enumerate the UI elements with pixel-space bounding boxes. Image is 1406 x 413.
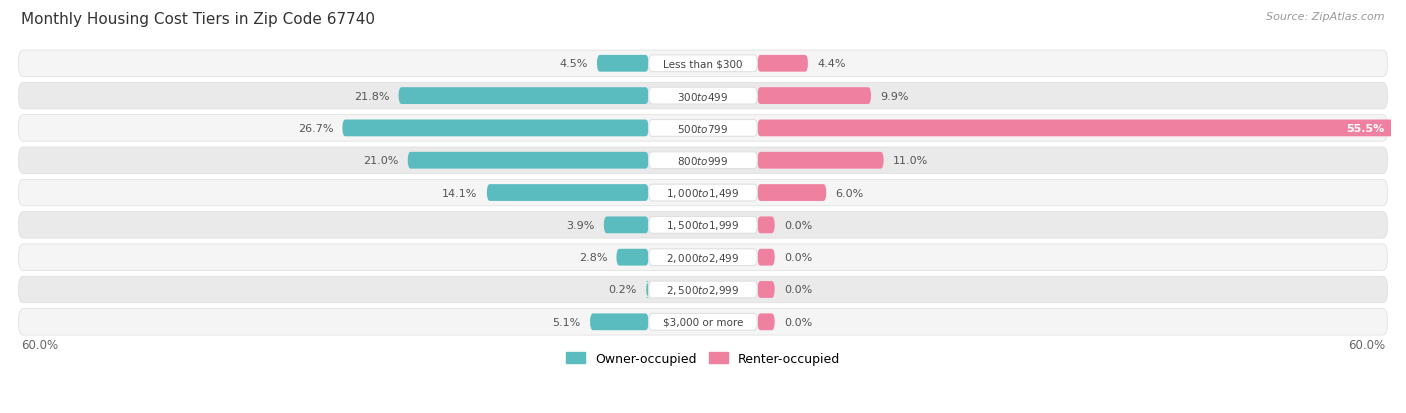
Text: 0.0%: 0.0% — [783, 317, 813, 327]
FancyBboxPatch shape — [591, 313, 648, 330]
FancyBboxPatch shape — [648, 249, 758, 266]
Text: Source: ZipAtlas.com: Source: ZipAtlas.com — [1267, 12, 1385, 22]
FancyBboxPatch shape — [18, 212, 1388, 239]
Text: 3.9%: 3.9% — [567, 220, 595, 230]
FancyBboxPatch shape — [758, 88, 870, 105]
Text: 4.4%: 4.4% — [817, 59, 845, 69]
FancyBboxPatch shape — [408, 152, 648, 169]
FancyBboxPatch shape — [648, 281, 758, 298]
Text: Less than $300: Less than $300 — [664, 59, 742, 69]
Text: 21.8%: 21.8% — [354, 91, 389, 101]
FancyBboxPatch shape — [648, 152, 758, 169]
FancyBboxPatch shape — [18, 309, 1388, 335]
Text: $1,000 to $1,499: $1,000 to $1,499 — [666, 187, 740, 199]
FancyBboxPatch shape — [18, 51, 1388, 77]
Text: $3,000 or more: $3,000 or more — [662, 317, 744, 327]
FancyBboxPatch shape — [645, 281, 650, 298]
Text: 0.2%: 0.2% — [609, 285, 637, 295]
Text: $2,500 to $2,999: $2,500 to $2,999 — [666, 283, 740, 296]
Text: 21.0%: 21.0% — [363, 156, 398, 166]
FancyBboxPatch shape — [18, 115, 1388, 142]
Text: 5.1%: 5.1% — [553, 317, 581, 327]
FancyBboxPatch shape — [648, 120, 758, 137]
Text: $2,000 to $2,499: $2,000 to $2,499 — [666, 251, 740, 264]
FancyBboxPatch shape — [648, 185, 758, 202]
Text: 0.0%: 0.0% — [783, 285, 813, 295]
FancyBboxPatch shape — [758, 281, 775, 298]
FancyBboxPatch shape — [616, 249, 648, 266]
Text: 14.1%: 14.1% — [443, 188, 478, 198]
Text: $800 to $999: $800 to $999 — [678, 155, 728, 167]
FancyBboxPatch shape — [598, 56, 648, 73]
FancyBboxPatch shape — [486, 185, 648, 202]
FancyBboxPatch shape — [648, 217, 758, 234]
FancyBboxPatch shape — [343, 120, 648, 137]
FancyBboxPatch shape — [18, 277, 1388, 303]
FancyBboxPatch shape — [648, 88, 758, 105]
Text: $1,500 to $1,999: $1,500 to $1,999 — [666, 219, 740, 232]
FancyBboxPatch shape — [648, 313, 758, 330]
Text: 2.8%: 2.8% — [579, 253, 607, 263]
FancyBboxPatch shape — [758, 185, 827, 202]
Text: $500 to $799: $500 to $799 — [678, 123, 728, 135]
Text: Monthly Housing Cost Tiers in Zip Code 67740: Monthly Housing Cost Tiers in Zip Code 6… — [21, 12, 375, 27]
FancyBboxPatch shape — [603, 217, 648, 234]
FancyBboxPatch shape — [18, 244, 1388, 271]
FancyBboxPatch shape — [758, 152, 883, 169]
Text: 11.0%: 11.0% — [893, 156, 928, 166]
FancyBboxPatch shape — [758, 217, 775, 234]
Text: 55.5%: 55.5% — [1347, 123, 1385, 133]
FancyBboxPatch shape — [758, 120, 1393, 137]
FancyBboxPatch shape — [398, 88, 648, 105]
FancyBboxPatch shape — [18, 147, 1388, 174]
Text: 60.0%: 60.0% — [1348, 338, 1385, 351]
FancyBboxPatch shape — [648, 56, 758, 73]
FancyBboxPatch shape — [758, 249, 775, 266]
Text: $300 to $499: $300 to $499 — [678, 90, 728, 102]
Text: 60.0%: 60.0% — [21, 338, 58, 351]
FancyBboxPatch shape — [18, 83, 1388, 109]
FancyBboxPatch shape — [758, 56, 808, 73]
Legend: Owner-occupied, Renter-occupied: Owner-occupied, Renter-occupied — [561, 347, 845, 370]
Text: 0.0%: 0.0% — [783, 253, 813, 263]
FancyBboxPatch shape — [758, 313, 775, 330]
Text: 26.7%: 26.7% — [298, 123, 333, 133]
Text: 4.5%: 4.5% — [560, 59, 588, 69]
Text: 6.0%: 6.0% — [835, 188, 863, 198]
FancyBboxPatch shape — [18, 180, 1388, 206]
Text: 9.9%: 9.9% — [880, 91, 908, 101]
Text: 0.0%: 0.0% — [783, 220, 813, 230]
